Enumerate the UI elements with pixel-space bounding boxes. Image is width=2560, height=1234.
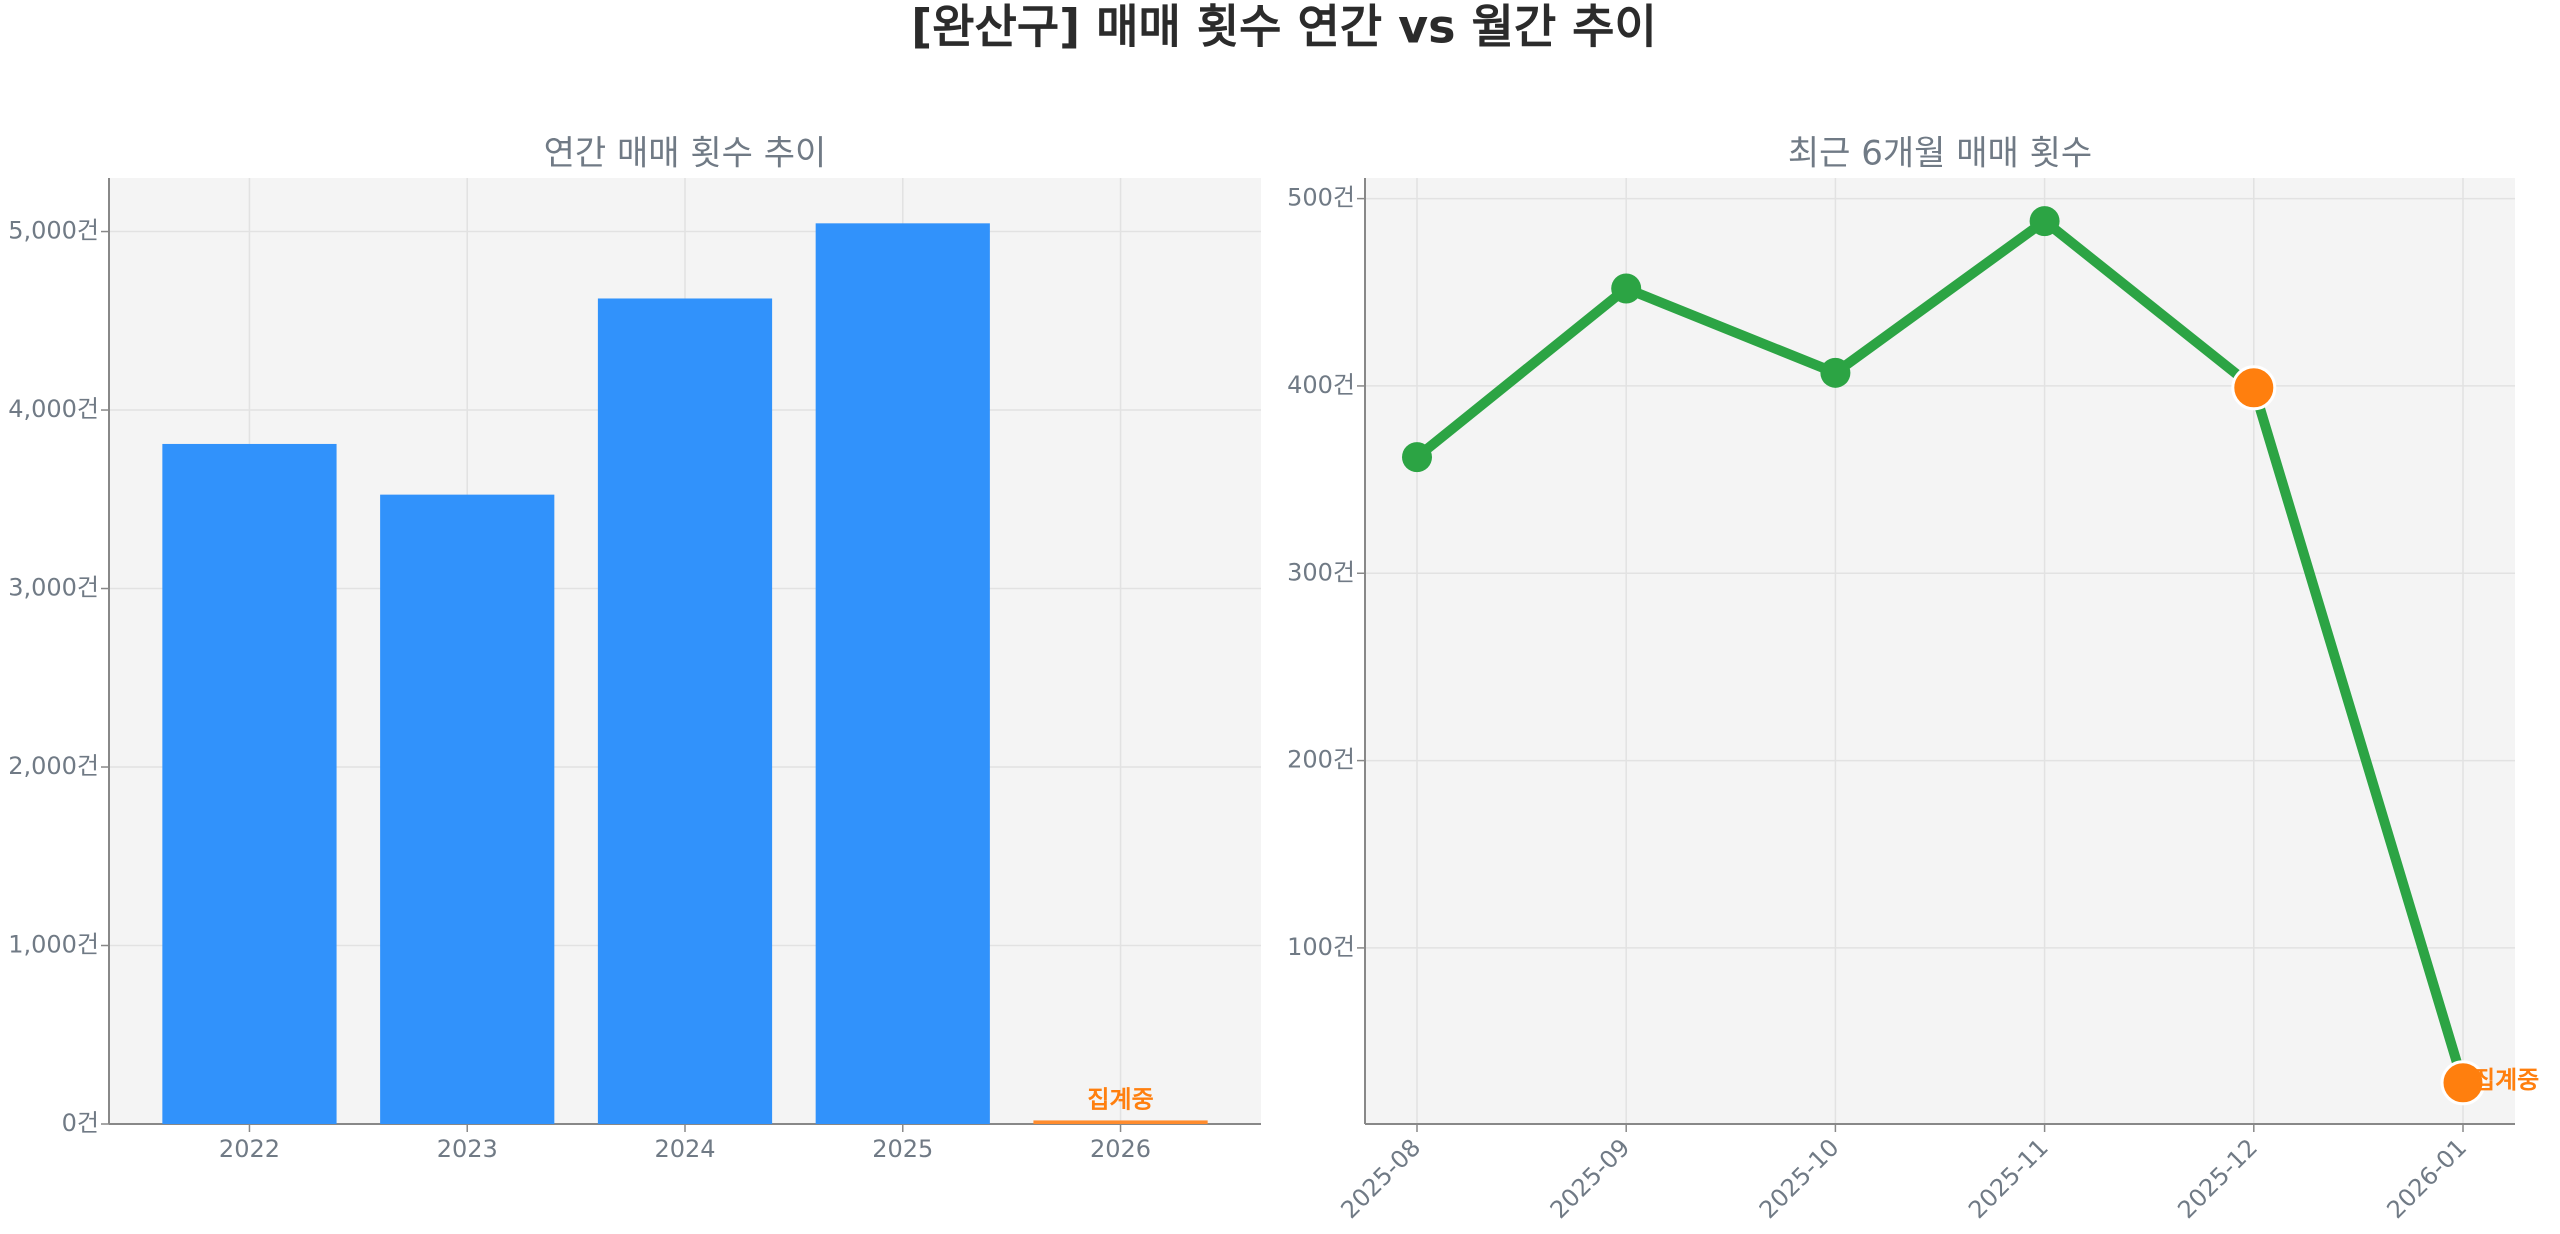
- y-tick-label: 5,000건: [8, 217, 99, 245]
- y-tick-label: 3,000건: [8, 574, 99, 602]
- marker: [2029, 206, 2060, 237]
- x-tick-label: 2023: [437, 1135, 498, 1163]
- annotation: 집계중: [2473, 1066, 2539, 1094]
- y-tick-label: 1,000건: [8, 931, 99, 959]
- x-tick-label: 2026: [1090, 1135, 1151, 1163]
- y-tick-label: 100건: [1287, 933, 1355, 961]
- y-tick-label: 0건: [62, 1109, 99, 1137]
- y-tick-label: 2,000건: [8, 752, 99, 780]
- plot-area: [1365, 178, 2515, 1124]
- x-tick-label: 2025-08: [1335, 1133, 1426, 1224]
- bar: [380, 494, 555, 1124]
- x-tick-label: 2022: [219, 1135, 280, 1163]
- y-tick-label: 400건: [1287, 371, 1355, 399]
- x-tick-label: 2025-12: [2172, 1133, 2263, 1224]
- line: [1413, 216, 2468, 1085]
- marker: [2231, 365, 2277, 411]
- chart-title: 최근 6개월 매매 횟수: [1788, 134, 2092, 174]
- x-tick-label: 2025-09: [1545, 1133, 1636, 1224]
- figure-title: [완산구] 매매 횟수 연간 vs 월간 추이: [911, 0, 1657, 54]
- bar: [1033, 1120, 1208, 1124]
- marker: [1820, 357, 1851, 388]
- y-tick-label: 300건: [1287, 558, 1355, 586]
- y-tick-label: 4,000건: [8, 395, 99, 423]
- bar: [162, 443, 337, 1125]
- bar: [597, 298, 773, 1124]
- marker: [1611, 273, 1642, 304]
- y-tick-label: 200건: [1287, 746, 1355, 774]
- x-tick-label: 2026-01: [2381, 1133, 2472, 1224]
- x-tick-label: 2025-10: [1754, 1133, 1845, 1224]
- y-tick-label: 500건: [1287, 184, 1355, 212]
- annotation: 집계중: [1087, 1085, 1153, 1113]
- marker: [2440, 1060, 2486, 1106]
- bar: [815, 223, 990, 1124]
- x-tick-label: 2025: [872, 1135, 933, 1163]
- x-tick-label: 2024: [654, 1135, 715, 1163]
- chart-title: 연간 매매 횟수 추이: [544, 134, 827, 174]
- marker: [1402, 442, 1432, 473]
- x-tick-label: 2025-11: [1963, 1133, 2054, 1224]
